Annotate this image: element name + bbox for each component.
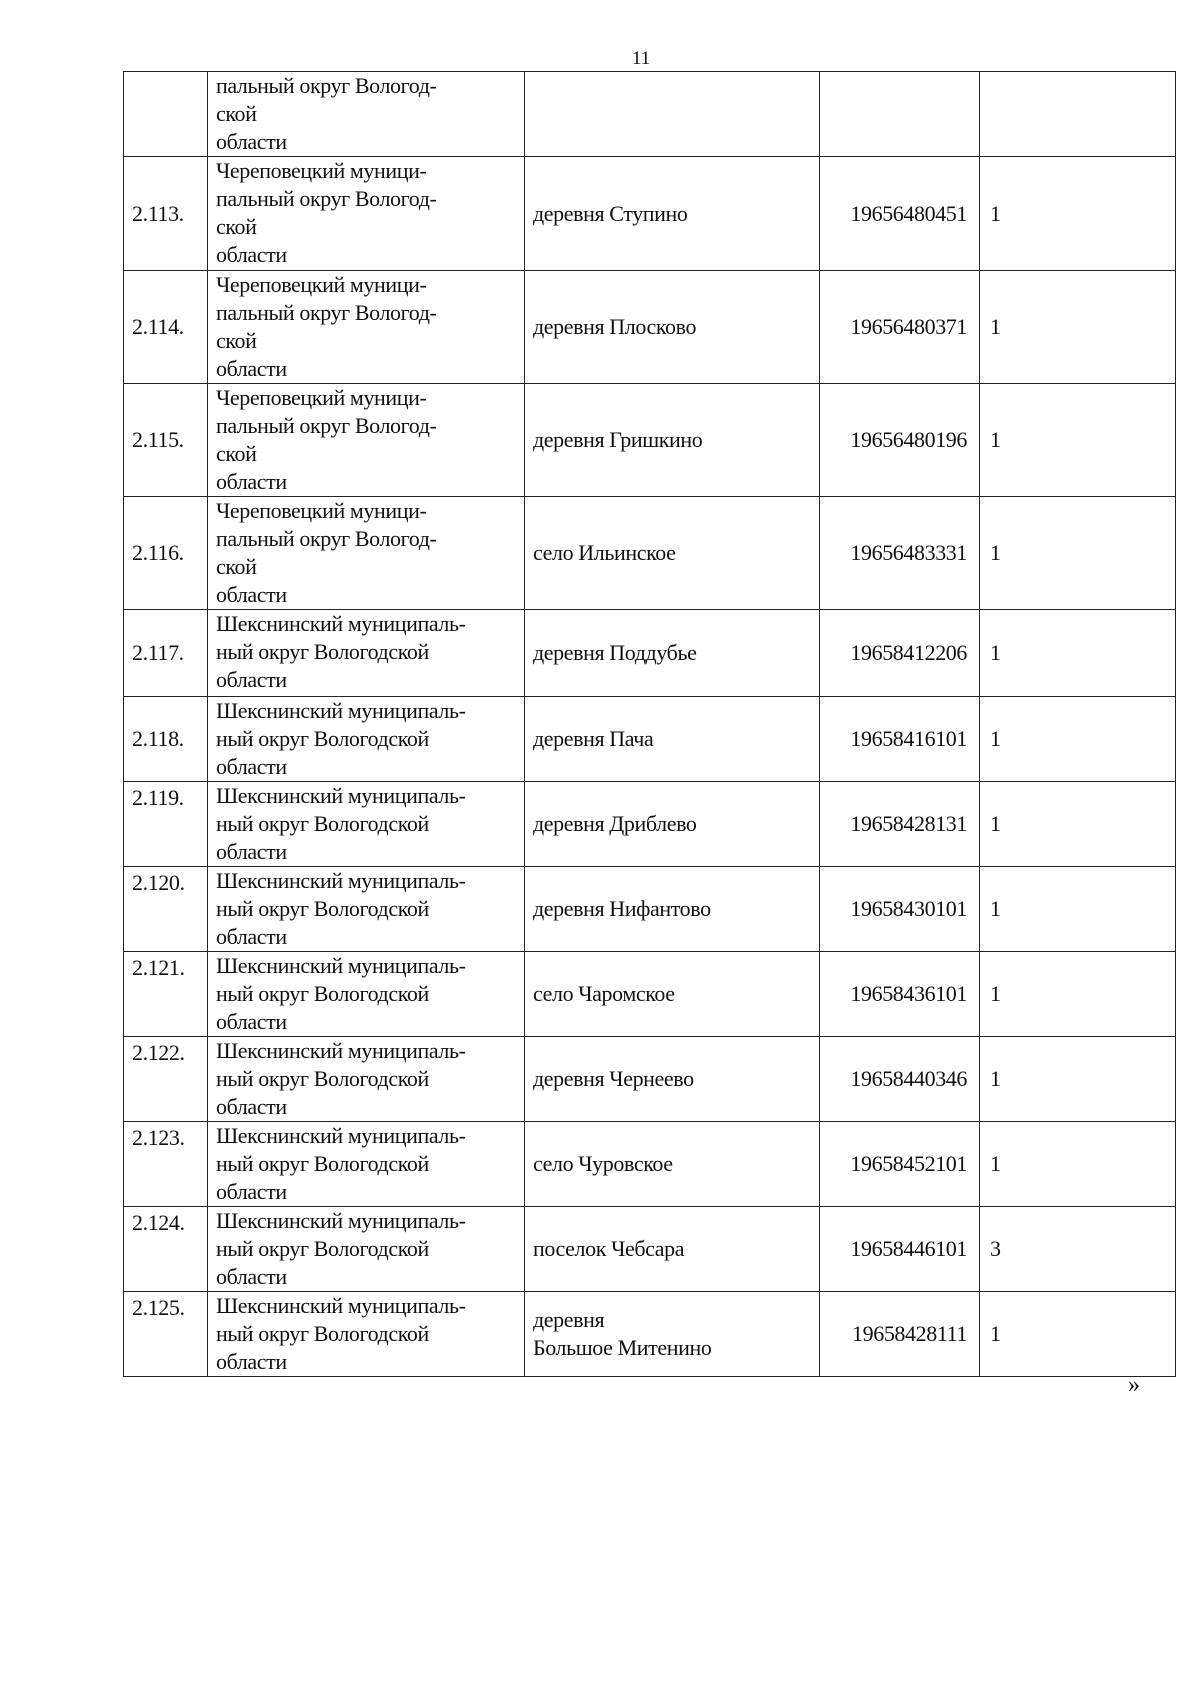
settlement-cell: поселок Чебсара	[524, 1206, 820, 1292]
district-cell: Шекснинский муниципаль- ный округ Волого…	[207, 1121, 525, 1207]
count-cell: 1	[979, 609, 1176, 697]
district-cell: Череповецкий муници- пальный округ Волог…	[207, 496, 525, 610]
settlement-cell: деревня Гришкино	[524, 383, 820, 497]
district-cell: Шекснинский муниципаль- ный округ Волого…	[207, 1206, 525, 1292]
settlement-cell: деревня Ступино	[524, 156, 820, 271]
district-cell: Шекснинский муниципаль- ный округ Волого…	[207, 951, 525, 1037]
table-row: 2.122. Шекснинский муниципаль- ный округ …	[123, 1036, 1176, 1122]
oktmo-code-cell: 19656483331	[819, 496, 980, 610]
oktmo-code-cell: 19656480196	[819, 383, 980, 497]
table-row: 2.113. Череповецкий муници- пальный округ…	[123, 156, 1176, 271]
district-cell: Шекснинский муниципаль- ный округ Волого…	[207, 696, 525, 782]
oktmo-code-cell: 19658452101	[819, 1121, 980, 1207]
count-cell: 1	[979, 951, 1176, 1037]
row-number: 2.117.	[123, 609, 208, 697]
settlement-cell: деревня Пача	[524, 696, 820, 782]
oktmo-code-cell: 19658428131	[819, 781, 980, 867]
district-cell: пальный округ Вологод- ской области	[207, 71, 525, 157]
row-number: 2.123.	[123, 1121, 208, 1207]
settlement-cell: село Чуровское	[524, 1121, 820, 1207]
district-cell: Череповецкий муници- пальный округ Волог…	[207, 270, 525, 384]
count-cell: 1	[979, 270, 1176, 384]
district-cell: Шекснинский муниципаль- ный округ Волого…	[207, 781, 525, 867]
district-cell: Шекснинский муниципаль- ный округ Волого…	[207, 1291, 525, 1377]
table-row: 2.125. Шекснинский муниципаль- ный округ …	[123, 1291, 1176, 1377]
count-cell: 1	[979, 781, 1176, 867]
settlements-table: пальный округ Вологод- ской области 2.113…	[123, 71, 1176, 1377]
row-number: 2.114.	[123, 270, 208, 384]
district-cell: Шекснинский муниципаль- ный округ Волого…	[207, 1036, 525, 1122]
row-number: 2.113.	[123, 156, 208, 271]
count-cell: 1	[979, 1121, 1176, 1207]
district-cell: Череповецкий муници- пальный округ Волог…	[207, 156, 525, 271]
district-cell: Шекснинский муниципаль- ный округ Волого…	[207, 609, 525, 697]
oktmo-code-cell	[819, 71, 980, 157]
table-row: 2.124. Шекснинский муниципаль- ный округ …	[123, 1206, 1176, 1292]
closing-quote-mark: »	[1128, 1372, 1140, 1398]
count-cell: 1	[979, 383, 1176, 497]
settlement-cell: деревня Дриблево	[524, 781, 820, 867]
district-cell: Череповецкий муници- пальный округ Волог…	[207, 383, 525, 497]
settlement-cell: село Ильинское	[524, 496, 820, 610]
table-row: пальный округ Вологод- ской области	[123, 71, 1176, 157]
row-number: 2.115.	[123, 383, 208, 497]
oktmo-code-cell: 19658446101	[819, 1206, 980, 1292]
row-number: 2.120.	[123, 866, 208, 952]
settlement-cell	[524, 71, 820, 157]
row-number: 2.125.	[123, 1291, 208, 1377]
row-number: 2.116.	[123, 496, 208, 610]
table-row: 2.119. Шекснинский муниципаль- ный округ …	[123, 781, 1176, 867]
count-cell	[979, 71, 1176, 157]
row-number: 2.124.	[123, 1206, 208, 1292]
oktmo-code-cell: 19658416101	[819, 696, 980, 782]
table-row: 2.115. Череповецкий муници- пальный округ…	[123, 383, 1176, 497]
table-row: 2.123. Шекснинский муниципаль- ный округ …	[123, 1121, 1176, 1207]
oktmo-code-cell: 19658440346	[819, 1036, 980, 1122]
table-row: 2.116. Череповецкий муници- пальный округ…	[123, 496, 1176, 610]
oktmo-code-cell: 19658412206	[819, 609, 980, 697]
settlement-cell: село Чаромское	[524, 951, 820, 1037]
oktmo-code-cell: 19658430101	[819, 866, 980, 952]
count-cell: 1	[979, 496, 1176, 610]
oktmo-code-cell: 19658428111	[819, 1291, 980, 1377]
settlement-cell: деревня Чернеево	[524, 1036, 820, 1122]
row-number: 2.121.	[123, 951, 208, 1037]
count-cell: 1	[979, 1036, 1176, 1122]
row-number: 2.118.	[123, 696, 208, 782]
page-number: 11	[632, 48, 651, 69]
table-row: 2.114. Череповецкий муници- пальный округ…	[123, 270, 1176, 384]
district-cell: Шекснинский муниципаль- ный округ Волого…	[207, 866, 525, 952]
settlement-cell: деревня Плосково	[524, 270, 820, 384]
oktmo-code-cell: 19656480371	[819, 270, 980, 384]
table-row: 2.117. Шекснинский муниципаль- ный округ …	[123, 609, 1176, 697]
table-row: 2.120. Шекснинский муниципаль- ный округ …	[123, 866, 1176, 952]
count-cell: 3	[979, 1206, 1176, 1292]
settlement-cell: деревня Нифантово	[524, 866, 820, 952]
settlement-cell: деревня Поддубье	[524, 609, 820, 697]
table-row: 2.118. Шекснинский муниципаль- ный округ …	[123, 696, 1176, 782]
oktmo-code-cell: 19656480451	[819, 156, 980, 271]
count-cell: 1	[979, 1291, 1176, 1377]
row-number: 2.119.	[123, 781, 208, 867]
settlement-cell: деревня Большое Митенино	[524, 1291, 820, 1377]
row-number: 2.122.	[123, 1036, 208, 1122]
table-row: 2.121. Шекснинский муниципаль- ный округ …	[123, 951, 1176, 1037]
count-cell: 1	[979, 866, 1176, 952]
oktmo-code-cell: 19658436101	[819, 951, 980, 1037]
row-number	[123, 71, 208, 157]
count-cell: 1	[979, 156, 1176, 271]
count-cell: 1	[979, 696, 1176, 782]
